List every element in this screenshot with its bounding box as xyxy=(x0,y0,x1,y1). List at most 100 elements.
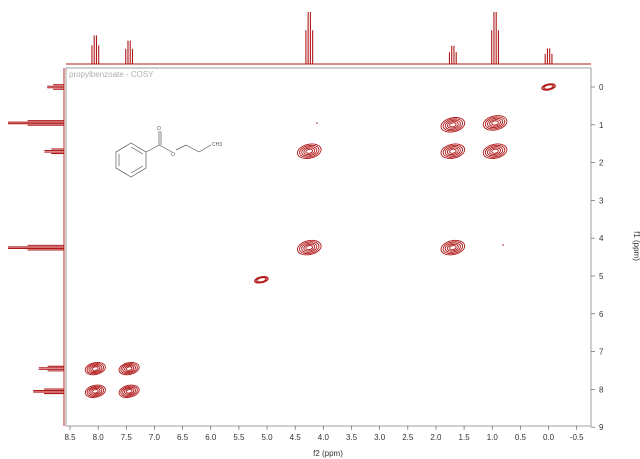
left-1d-projection xyxy=(8,68,65,426)
x-tick-label: 8.0 xyxy=(93,433,105,442)
contour-ring xyxy=(301,242,318,253)
contour-ring xyxy=(124,387,135,395)
carbonyl-oxygen-label: O xyxy=(157,126,161,132)
y-tick-label: 1 xyxy=(599,121,604,130)
cross-peak xyxy=(482,143,508,159)
contour-ring xyxy=(440,117,466,133)
contour-ring xyxy=(491,148,499,154)
x-tick-label: 1.0 xyxy=(487,433,499,442)
cross-peak xyxy=(296,143,322,159)
contour-ring xyxy=(84,361,106,376)
benzene-ring xyxy=(115,142,147,178)
cross-peak xyxy=(541,83,556,91)
cross-peak xyxy=(296,239,322,256)
contour-ring xyxy=(90,387,101,395)
cross-peak xyxy=(440,117,466,133)
x-axis-ticks: 8.5 8.0 7.5 7.0 6.5 6.0 5.5 5.0 4.5 4.0 3.5 3.0 2.5 2… xyxy=(64,426,584,442)
contour-ring xyxy=(86,363,105,375)
chain-bond-1 xyxy=(175,144,187,151)
contour-ring xyxy=(543,84,554,90)
x-tick-label: 4.5 xyxy=(290,433,302,442)
y-tick-label: 0 xyxy=(599,83,604,92)
contour-ring xyxy=(446,147,459,156)
contour-ring xyxy=(305,245,314,251)
cross-peak xyxy=(118,384,140,398)
x-tick-label: 4.0 xyxy=(318,433,330,442)
contour-ring xyxy=(125,366,133,371)
y-axis-ticks: 0 1 2 3 4 5 6 7 8 9 xyxy=(591,83,604,432)
contour-ring xyxy=(489,147,501,156)
contour-ring xyxy=(88,364,103,374)
contour-ring xyxy=(449,148,457,154)
x-tick-label: 2.0 xyxy=(430,433,442,442)
contour-ring xyxy=(305,148,314,154)
contour-ring xyxy=(440,143,466,159)
contour-ring xyxy=(444,146,461,157)
cross-peak xyxy=(440,143,466,159)
contour-ring xyxy=(299,241,320,255)
y-tick-label: 6 xyxy=(599,310,604,319)
contour-ring xyxy=(88,386,103,396)
contour-ring xyxy=(440,239,466,256)
contour-ring xyxy=(542,83,555,91)
contour-ring xyxy=(484,116,506,130)
contour-ring xyxy=(296,239,322,256)
top-1d-projection xyxy=(66,12,591,65)
contour-ring xyxy=(120,363,138,375)
x-tick-label: 6.5 xyxy=(177,433,189,442)
x-tick-label: -0.5 xyxy=(570,433,584,442)
contour-ring xyxy=(124,365,135,372)
cross-peaks xyxy=(84,83,556,398)
contour-ring xyxy=(120,385,138,397)
carbonyl-bond xyxy=(145,144,160,153)
contour-ring xyxy=(482,115,508,131)
cross-peak xyxy=(84,384,106,398)
ester-oxygen-label: O xyxy=(171,152,175,158)
contour-ring xyxy=(125,389,133,394)
y-tick-label: 8 xyxy=(599,385,604,394)
ring-inner-bond-2 xyxy=(130,146,144,155)
contour-ring xyxy=(442,241,463,255)
y-tick-label: 2 xyxy=(599,159,604,168)
cross-peak xyxy=(84,361,106,376)
plot-frame xyxy=(65,67,592,427)
x-axis-label: f2 (ppm) xyxy=(313,449,343,458)
cross-peak xyxy=(440,239,466,256)
y-tick-label: 5 xyxy=(599,272,604,281)
contour-ring xyxy=(84,384,106,398)
noise-dot xyxy=(502,244,504,246)
y-tick-label: 3 xyxy=(599,196,604,205)
x-tick-label: 7.0 xyxy=(149,433,161,442)
contour-ring xyxy=(118,361,140,376)
ester-bond xyxy=(158,144,173,153)
contour-ring xyxy=(482,143,508,159)
contour-ring xyxy=(254,276,269,284)
contour-ring xyxy=(444,242,461,253)
x-tick-label: 0.0 xyxy=(543,433,555,442)
contour-ring xyxy=(118,384,140,398)
contour-ring xyxy=(491,120,499,126)
x-tick-label: 5.0 xyxy=(261,433,273,442)
chain-bond-3 xyxy=(198,144,212,153)
contour-ring xyxy=(446,120,459,129)
y-tick-label: 4 xyxy=(599,234,604,243)
x-tick-label: 8.5 xyxy=(64,433,76,442)
contour-ring xyxy=(487,117,504,129)
contour-ring xyxy=(296,143,322,159)
contour-ring xyxy=(541,83,556,91)
contour-ring xyxy=(90,365,101,372)
cross-peak xyxy=(254,276,269,284)
plot-title: propylbenzoate - COSY xyxy=(69,70,154,79)
contour-ring xyxy=(301,146,318,157)
x-tick-label: 6.0 xyxy=(205,433,217,442)
contour-ring xyxy=(449,122,457,128)
contour-ring xyxy=(444,119,461,130)
methyl-label: CH3 xyxy=(212,142,222,148)
contour-ring xyxy=(442,118,463,132)
x-tick-label: 2.5 xyxy=(402,433,414,442)
contour-ring xyxy=(446,243,459,252)
cross-peak xyxy=(482,115,508,131)
x-tick-label: 7.5 xyxy=(121,433,133,442)
contour-ring xyxy=(299,144,320,158)
